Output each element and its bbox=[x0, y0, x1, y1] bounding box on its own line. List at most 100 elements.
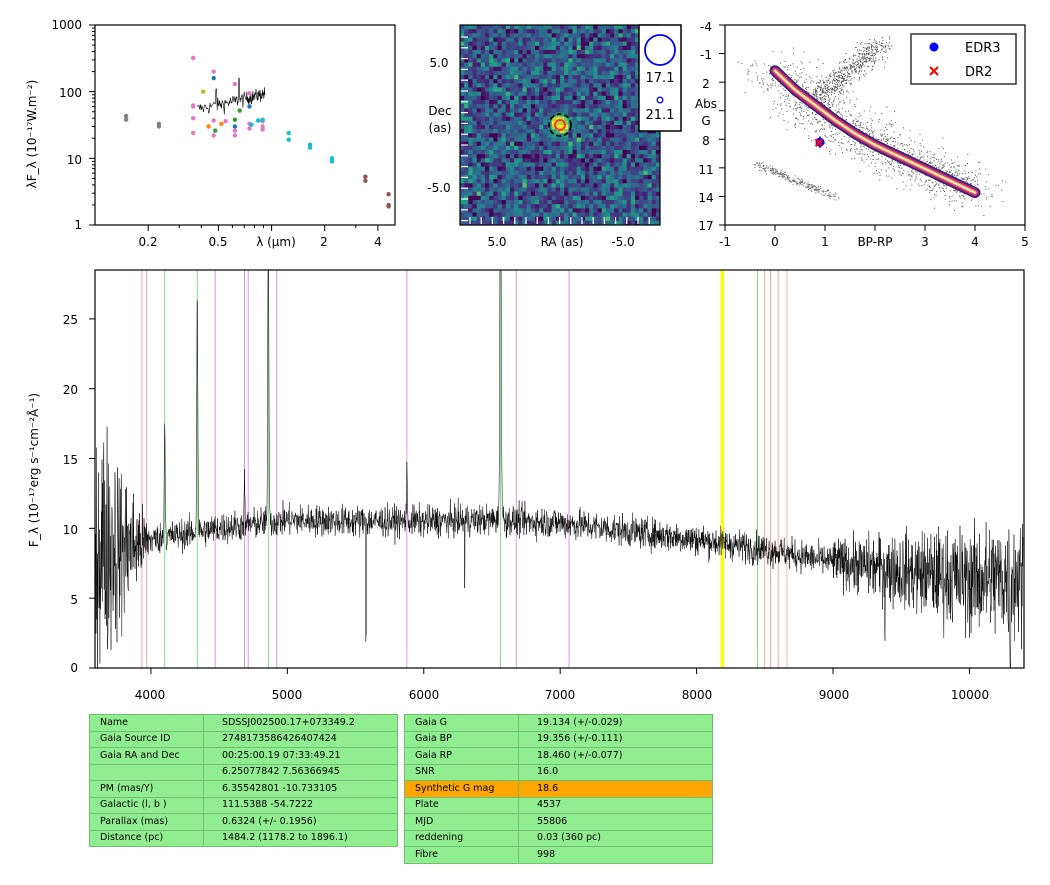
image-pixel bbox=[476, 120, 482, 126]
hrd-star bbox=[807, 109, 809, 111]
image-ylabel: Dec bbox=[428, 104, 451, 118]
hrd-star bbox=[885, 45, 887, 47]
image-pixel bbox=[610, 129, 615, 134]
image-pixel bbox=[593, 145, 598, 151]
image-pixel bbox=[630, 29, 636, 34]
image-pixel bbox=[543, 41, 548, 47]
image-pixel bbox=[493, 216, 498, 222]
image-pixel bbox=[468, 104, 473, 109]
image-pixel bbox=[655, 212, 660, 217]
table-key: reddening bbox=[404, 829, 519, 847]
image-pixel bbox=[547, 50, 552, 55]
hrd-star bbox=[822, 194, 824, 196]
image-pixel bbox=[610, 125, 615, 130]
image-pixel bbox=[464, 91, 469, 97]
hrd-star bbox=[869, 38, 871, 40]
image-pixel bbox=[635, 54, 640, 59]
image-pixel bbox=[622, 108, 627, 113]
hrd-star bbox=[862, 62, 863, 64]
hrd-star bbox=[801, 178, 803, 180]
image-pixel bbox=[572, 45, 577, 51]
image-pixel bbox=[489, 95, 494, 101]
hrd-star bbox=[762, 164, 764, 166]
hrd-star bbox=[835, 193, 837, 195]
image-pixel bbox=[630, 50, 636, 55]
image-pixel bbox=[510, 179, 515, 184]
image-pixel bbox=[539, 133, 544, 138]
image-pixel bbox=[643, 187, 648, 192]
table-value: 998 bbox=[518, 846, 713, 864]
hrd-star bbox=[788, 180, 790, 182]
hrd-star bbox=[843, 76, 845, 78]
hrd-star bbox=[838, 75, 840, 77]
image-pixel bbox=[460, 129, 465, 134]
image-pixel bbox=[551, 29, 557, 34]
image-pixel bbox=[585, 162, 590, 167]
hrd-star bbox=[752, 63, 754, 65]
hrd-star bbox=[932, 165, 934, 166]
hrd-star bbox=[837, 111, 839, 113]
hrd-star bbox=[929, 162, 931, 164]
hrd-star bbox=[780, 172, 782, 174]
image-pixel bbox=[614, 195, 619, 201]
image-pixel bbox=[551, 133, 557, 138]
image-pixel bbox=[655, 166, 660, 172]
image-pixel bbox=[639, 162, 644, 167]
image-pixel bbox=[543, 200, 548, 205]
image-pixel bbox=[464, 129, 469, 134]
image-pixel bbox=[626, 41, 632, 47]
image-pixel bbox=[535, 54, 540, 59]
sed-point bbox=[219, 121, 224, 127]
image-pixel bbox=[614, 83, 619, 88]
image-pixel bbox=[476, 87, 482, 92]
image-pixel bbox=[514, 200, 519, 205]
hrd-star bbox=[843, 61, 845, 62]
image-pixel bbox=[572, 145, 577, 151]
image-pixel bbox=[572, 108, 577, 113]
image-pixel bbox=[480, 54, 486, 59]
hrd-star bbox=[985, 198, 987, 200]
hrd-star bbox=[838, 77, 840, 79]
image-pixel bbox=[539, 91, 544, 97]
hrd-star bbox=[838, 91, 840, 92]
sed-point bbox=[232, 124, 238, 129]
image-pixel bbox=[580, 75, 586, 80]
hrd-star bbox=[968, 172, 969, 173]
hrd-star bbox=[971, 179, 973, 181]
image-pixel bbox=[635, 208, 640, 213]
image-pixel bbox=[539, 208, 544, 213]
image-pixel bbox=[535, 158, 540, 163]
image-pixel bbox=[564, 104, 569, 109]
hrd-star bbox=[780, 172, 782, 173]
image-pixel bbox=[555, 208, 561, 213]
hrd-star bbox=[934, 164, 936, 166]
hrd-star bbox=[816, 91, 818, 93]
hrd-star bbox=[957, 172, 959, 174]
hrd-star bbox=[893, 146, 895, 148]
image-pixel bbox=[635, 212, 640, 217]
image-pixel bbox=[518, 120, 523, 126]
image-pixel bbox=[618, 187, 623, 192]
image-pixel bbox=[568, 58, 573, 63]
hrd-star bbox=[820, 98, 822, 100]
image-pixel bbox=[464, 158, 469, 163]
hrd-star bbox=[985, 188, 987, 190]
image-pixel bbox=[572, 212, 577, 217]
image-pixel bbox=[560, 41, 565, 47]
image-pixel bbox=[476, 29, 482, 34]
image-pixel bbox=[589, 33, 594, 38]
image-pixel bbox=[564, 133, 569, 138]
image-pixel bbox=[585, 37, 590, 42]
image-pixel bbox=[480, 170, 486, 176]
image-pixel bbox=[564, 187, 569, 192]
image-pixel bbox=[593, 187, 598, 192]
image-pixel bbox=[551, 95, 557, 101]
image-pixel bbox=[560, 104, 565, 109]
image-pixel bbox=[585, 200, 590, 205]
image-pixel bbox=[522, 212, 527, 217]
image-pixel bbox=[610, 54, 615, 59]
image-pixel bbox=[635, 104, 640, 109]
hrd-star bbox=[763, 91, 765, 93]
image-pixel bbox=[535, 129, 540, 134]
hrd-star bbox=[869, 151, 871, 153]
